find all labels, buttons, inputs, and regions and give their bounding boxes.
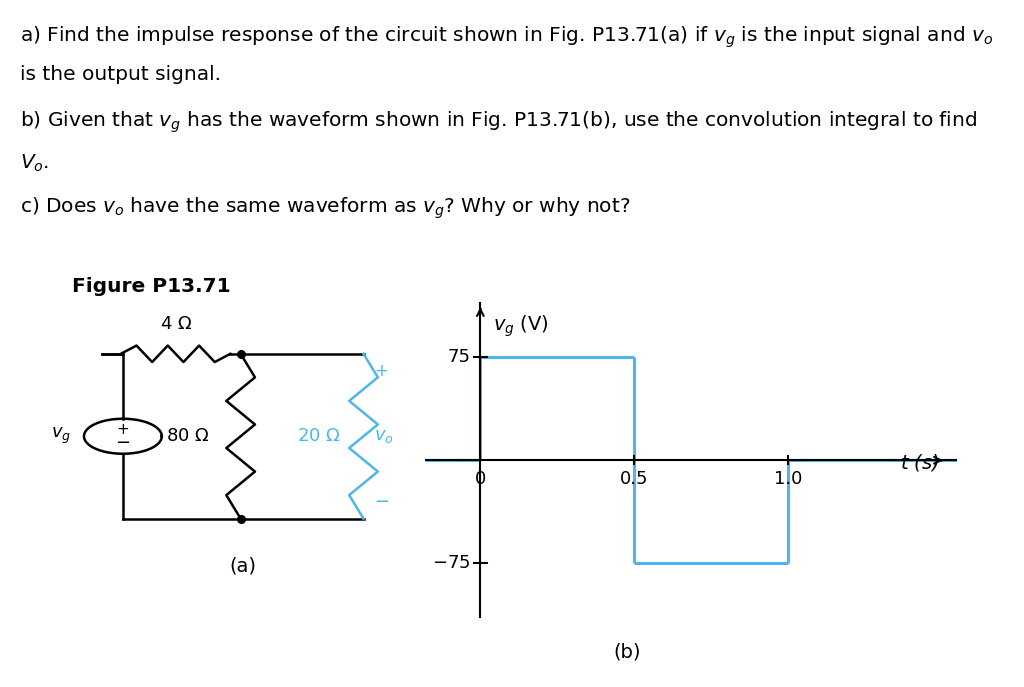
Text: 0: 0 [475,470,486,488]
Text: −: − [374,493,389,510]
Text: 80 $\Omega$: 80 $\Omega$ [166,427,209,445]
Text: $v_g$ (V): $v_g$ (V) [493,313,549,339]
Text: (b): (b) [613,642,641,662]
Text: +: + [117,422,129,437]
Text: (a): (a) [229,556,257,576]
Text: −: − [116,434,130,452]
Text: www: www [160,337,191,350]
Text: c) Does $v_o$ have the same waveform as $v_g$? Why or why not?: c) Does $v_o$ have the same waveform as … [20,196,631,221]
Text: 0.5: 0.5 [620,470,648,488]
Text: 4 $\Omega$: 4 $\Omega$ [160,315,191,333]
Text: a) Find the impulse response of the circuit shown in Fig. P13.71(a) if $v_g$ is : a) Find the impulse response of the circ… [20,24,993,49]
Text: $V_o$.: $V_o$. [20,153,50,174]
Text: 1.0: 1.0 [774,470,803,488]
Text: $-75$: $-75$ [432,554,471,572]
Text: +: + [374,362,388,380]
Text: 75: 75 [447,348,471,366]
Text: $t$ (s): $t$ (s) [900,451,939,473]
Text: b) Given that $v_g$ has the waveform shown in Fig. P13.71(b), use the convolutio: b) Given that $v_g$ has the waveform sho… [20,110,978,135]
Text: $v_g$: $v_g$ [51,426,72,447]
Text: is the output signal.: is the output signal. [20,65,221,85]
Text: 20 $\Omega$: 20 $\Omega$ [297,427,341,445]
Text: $v_o$: $v_o$ [374,427,393,445]
Text: Figure P13.71: Figure P13.71 [72,277,230,296]
